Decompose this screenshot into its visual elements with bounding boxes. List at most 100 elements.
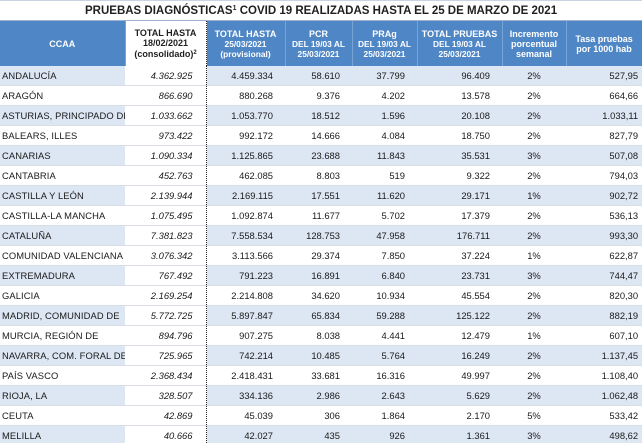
cell-incremento: 2% <box>502 285 566 306</box>
cell-incremento: 2% <box>502 305 566 326</box>
cell-pcr: 34.620 <box>285 285 352 306</box>
cell-pcr: 14.666 <box>285 125 352 146</box>
cell-pcr: 16.891 <box>285 265 352 286</box>
cell-total-25-03: 334.136 <box>206 385 285 406</box>
column-header-total-pruebas: TOTAL PRUEBAS DEL 19/03 AL 25/03/2021 <box>417 20 503 66</box>
cell-total-25-03: 7.558.534 <box>206 225 285 246</box>
cell-ccaa: ASTURIAS, PRINCIPADO DE <box>0 105 125 126</box>
cell-incremento: 2% <box>502 225 566 246</box>
cell-total-18-02: 1.033.662 <box>125 105 207 126</box>
cell-incremento: 3% <box>502 265 566 286</box>
cell-total-pruebas: 16.249 <box>417 345 502 366</box>
cell-ccaa: CASTILLA Y LEÓN <box>0 185 125 206</box>
cell-prag: 10.934 <box>352 285 417 306</box>
cell-total-25-03: 791.223 <box>206 265 285 286</box>
cell-pcr: 18.512 <box>285 105 352 126</box>
cell-tasa: 827,79 <box>566 125 642 146</box>
cell-incremento: 5% <box>502 405 566 426</box>
cell-tasa: 607,10 <box>566 325 642 346</box>
cell-pcr: 17.551 <box>285 185 352 206</box>
cell-total-25-03: 2.418.431 <box>206 365 285 386</box>
cell-total-pruebas: 96.409 <box>417 66 502 86</box>
cell-prag: 5.764 <box>352 345 417 366</box>
cell-total-pruebas: 29.171 <box>417 185 502 206</box>
cell-total-18-02: 2.169.254 <box>125 285 207 306</box>
cell-prag: 11.843 <box>352 145 417 166</box>
cell-pcr: 8.803 <box>285 165 352 186</box>
cell-total-25-03: 42.027 <box>206 425 285 443</box>
cell-total-25-03: 2.169.115 <box>206 185 285 206</box>
table-row: CASTILLA-LA MANCHA 1.075.495 1.092.874 11.6… <box>0 205 642 226</box>
cell-pcr: 58.610 <box>285 66 352 86</box>
cell-incremento: 2% <box>502 365 566 386</box>
cell-total-25-03: 462.085 <box>206 165 285 186</box>
cell-total-pruebas: 20.108 <box>417 105 502 126</box>
cell-total-pruebas: 9.322 <box>417 165 502 186</box>
cell-pcr: 10.485 <box>285 345 352 366</box>
cell-tasa: 664,66 <box>566 85 642 106</box>
cell-tasa: 794,03 <box>566 165 642 186</box>
column-header-incremento: Incremento porcentual semanal <box>502 20 567 66</box>
cell-incremento: 2% <box>502 345 566 366</box>
cell-total-pruebas: 12.479 <box>417 325 502 346</box>
cell-total-18-02: 2.368.434 <box>125 365 207 386</box>
cell-pcr: 65.834 <box>285 305 352 326</box>
table-title: PRUEBAS DIAGNÓSTICAS1 COVID 19 REALIZADA… <box>0 0 642 21</box>
table-row: BALEARS, ILLES 973.422 992.172 14.666 4.084 1… <box>0 125 642 146</box>
cell-ccaa: COMUNIDAD VALENCIANA <box>0 245 125 266</box>
column-header-total-25-03: TOTAL HASTA 25/03/2021 (provisional) <box>206 20 286 66</box>
cell-incremento: 2% <box>502 205 566 226</box>
cell-total-18-02: 3.076.342 <box>125 245 207 266</box>
cell-incremento: 2% <box>502 125 566 146</box>
cell-prag: 4.084 <box>352 125 417 146</box>
cell-tasa: 622,87 <box>566 245 642 266</box>
table-row: ARAGÓN 866.690 880.268 9.376 4.202 13.578 2% 66… <box>0 85 642 106</box>
cell-ccaa: ARAGÓN <box>0 85 125 106</box>
cell-incremento: 1% <box>502 245 566 266</box>
cell-total-18-02: 5.772.725 <box>125 305 207 326</box>
cell-tasa: 882,19 <box>566 305 642 326</box>
cell-incremento: 3% <box>502 145 566 166</box>
cell-pcr: 11.677 <box>285 205 352 226</box>
cell-ccaa: MURCIA, REGIÓN DE <box>0 325 125 346</box>
cell-ccaa: ANDALUCÍA <box>0 66 125 86</box>
cell-pcr: 8.038 <box>285 325 352 346</box>
cell-ccaa: MADRID, COMUNIDAD DE <box>0 305 125 326</box>
cell-tasa: 533,42 <box>566 405 642 426</box>
table-row: ANDALUCÍA 4.362.925 4.459.334 58.610 37.799 9… <box>0 66 642 86</box>
cell-prag: 37.799 <box>352 66 417 86</box>
table-row: RIOJA, LA 328.507 334.136 2.986 2.643 5.629 2%… <box>0 385 642 406</box>
cell-ccaa: NAVARRA, COM. FORAL DE <box>0 345 125 366</box>
cell-total-18-02: 894.796 <box>125 325 207 346</box>
table-body: ANDALUCÍA 4.362.925 4.459.334 58.610 37.799 9… <box>0 66 642 443</box>
cell-incremento: 2% <box>502 385 566 406</box>
cell-total-18-02: 4.362.925 <box>125 66 207 86</box>
cell-ccaa: CASTILLA-LA MANCHA <box>0 205 125 226</box>
cell-total-pruebas: 176.711 <box>417 225 502 246</box>
cell-total-18-02: 40.666 <box>125 425 207 443</box>
table-row: CANARIAS 1.090.334 1.125.865 23.688 11.843 35… <box>0 145 642 166</box>
cell-total-25-03: 907.275 <box>206 325 285 346</box>
cell-total-pruebas: 125.122 <box>417 305 502 326</box>
cell-pcr: 2.986 <box>285 385 352 406</box>
cell-total-pruebas: 1.361 <box>417 425 502 443</box>
table-row: CATALUÑA 7.381.823 7.558.534 128.753 47.958 1… <box>0 225 642 246</box>
cell-total-18-02: 42.869 <box>125 405 207 426</box>
cell-total-18-02: 452.763 <box>125 165 207 186</box>
cell-total-25-03: 1.092.874 <box>206 205 285 226</box>
cell-incremento: 2% <box>502 66 566 86</box>
cell-prag: 926 <box>352 425 417 443</box>
cell-ccaa: CANTABRIA <box>0 165 125 186</box>
cell-prag: 4.441 <box>352 325 417 346</box>
cell-incremento: 2% <box>502 85 566 106</box>
cell-total-pruebas: 49.997 <box>417 365 502 386</box>
table-row: COMUNIDAD VALENCIANA 3.076.342 3.113.566 29… <box>0 245 642 266</box>
cell-ccaa: GALICIA <box>0 285 125 306</box>
cell-tasa: 536,13 <box>566 205 642 226</box>
cell-pcr: 128.753 <box>285 225 352 246</box>
cell-incremento: 3% <box>502 425 566 443</box>
cell-ccaa: CEUTA <box>0 405 125 426</box>
cell-tasa: 527,95 <box>566 66 642 86</box>
table-row: CEUTA 42.869 45.039 306 1.864 2.170 5% 533,42 <box>0 405 642 426</box>
